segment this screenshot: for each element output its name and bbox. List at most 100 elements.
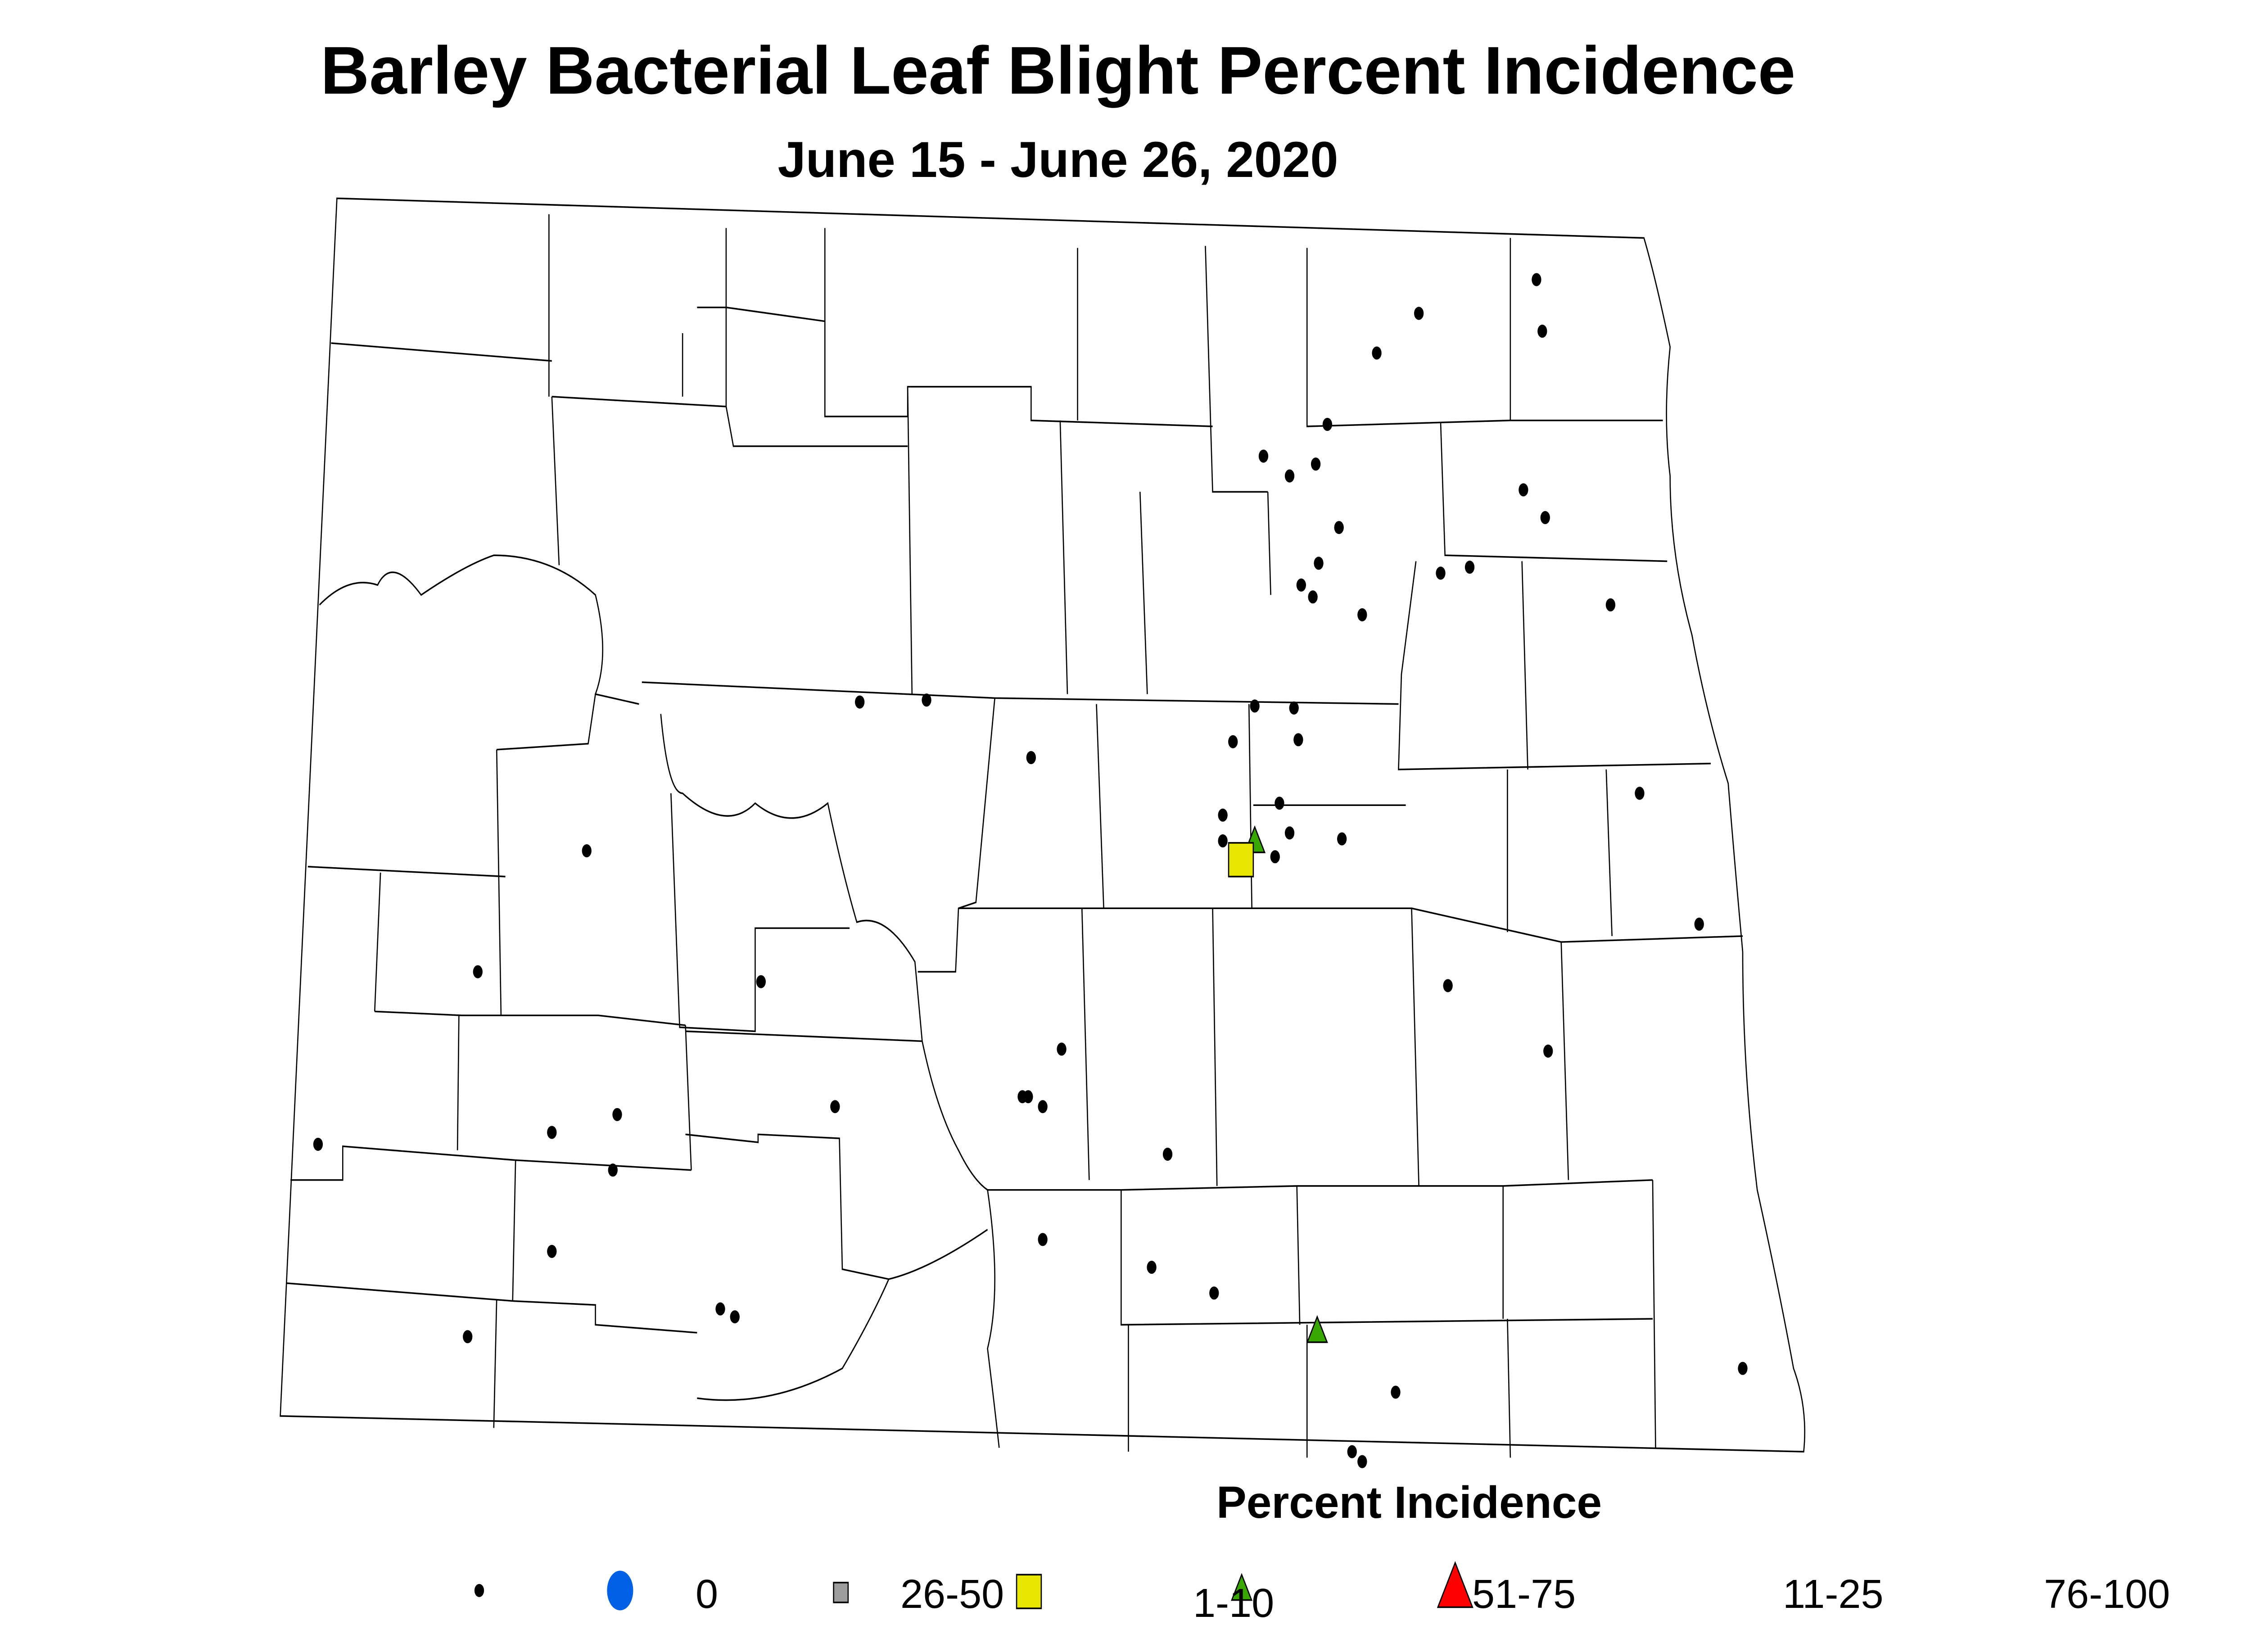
map-title: Barley Bacterial Leaf Blight Percent Inc… [320,32,1796,108]
site-marker-0 [1605,598,1616,611]
site-marker-0 [1038,1233,1048,1246]
map-subtitle: June 15 - June 26, 2020 [777,131,1338,188]
site-marker-0 [1443,979,1453,992]
site-marker-0 [1540,511,1550,525]
site-marker-0 [1218,808,1228,822]
site-marker-0 [1519,483,1528,497]
county-boundary [1605,769,1613,937]
site-marker-0 [1414,307,1424,320]
site-marker-0 [1289,701,1299,715]
county-boundary [551,396,560,566]
county-boundary [1521,561,1528,770]
site-marker-0 [1372,346,1382,360]
legend-label-26-50: 26-50 [900,1572,1004,1617]
county-boundary [1121,1190,1653,1326]
site-marker-0 [1738,1362,1748,1375]
county-boundary [685,1030,922,1042]
site-marker-0 [1391,1385,1401,1399]
legend-dot-icon [474,1584,484,1597]
site-marker-11-25 [1306,1315,1328,1343]
county-boundary [1059,420,1068,694]
county-boundary [958,907,1090,1180]
site-marker-0 [1218,834,1228,848]
county-boundary [660,714,923,1041]
county-boundary [1652,1180,1656,1448]
county-boundary [642,681,1399,705]
site-marker-0 [547,1126,557,1139]
site-marker-0 [1270,850,1280,864]
site-marker-0 [1635,787,1645,800]
legend-label-11-25: 11-25 [1783,1572,1884,1617]
site-marker-0 [1147,1260,1157,1274]
site-marker-0 [1296,578,1306,592]
county-boundary [918,698,995,973]
site-marker-0 [830,1100,840,1113]
site-marker-0 [922,693,931,707]
county-boundary [496,749,502,1016]
site-marker-0 [855,695,865,709]
state-boundary [280,197,1805,1453]
county-boundary [907,386,913,694]
county-boundary [307,866,506,878]
county-boundary [512,1160,516,1301]
site-marker-0 [1334,521,1344,534]
site-marker-0 [547,1245,557,1258]
county-boundary [1440,422,1668,562]
county-boundary [319,554,639,705]
site-marker-0 [1275,797,1284,810]
county-boundary [286,1282,697,1334]
county-boundary [1248,704,1252,909]
site-marker-0 [1436,566,1446,580]
site-marker-0 [1337,832,1347,846]
site-marker-0 [1694,917,1704,931]
county-boundary [1411,907,1569,1180]
legend-label-1-10: 1-10 [1193,1581,1275,1626]
county-boundary [497,694,596,751]
site-marker-0 [463,1330,473,1344]
county-boundary [1139,492,1148,694]
site-marker-0 [1308,590,1318,604]
site-marker-0 [1209,1286,1219,1300]
site-marker-0 [582,844,592,858]
legend-label-51-75: 51-75 [1472,1572,1576,1617]
site-marker-0 [612,1108,622,1121]
site-marker-0 [1284,826,1295,840]
site-marker-0 [608,1163,618,1177]
county-boundary [290,1145,692,1181]
county-boundary [1507,1318,1511,1458]
county-boundary [1296,1186,1301,1325]
site-marker-0 [1314,557,1324,570]
site-marker-0 [1162,1147,1173,1161]
county-boundary [1082,907,1218,1186]
county-boundary [1267,492,1271,595]
site-marker-0 [313,1137,323,1151]
site-marker-0 [1357,1455,1367,1468]
county-boundary [1398,561,1711,770]
county-boundary [725,406,908,447]
site-marker-0 [1023,1090,1033,1104]
site-marker-0 [1258,449,1269,463]
county-boundary [1306,248,1663,427]
site-marker-0 [1250,699,1260,713]
site-marker-0 [756,975,766,988]
county-boundary [1205,246,1268,493]
county-boundary [685,1025,692,1170]
site-marker-0 [1038,1100,1048,1113]
county-boundary [1561,935,1743,943]
site-marker-0 [1543,1044,1553,1058]
site-marker-0 [1026,751,1036,765]
legend-small-triangle-icon [1230,1573,1253,1601]
county-boundary [551,228,727,407]
county-boundary [1096,704,1104,909]
county-boundary [375,1010,686,1026]
county-boundary [726,306,1213,427]
site-marker-0 [1347,1445,1357,1458]
site-marker-0 [1293,733,1303,747]
site-marker-0 [1284,469,1295,483]
site-marker-0 [1537,325,1547,338]
county-boundary [374,872,381,1012]
legend-label-0: 0 [696,1572,719,1617]
legend-circle-icon [607,1571,633,1611]
site-marker-0 [473,965,483,978]
legend-small-square-icon [833,1582,849,1603]
